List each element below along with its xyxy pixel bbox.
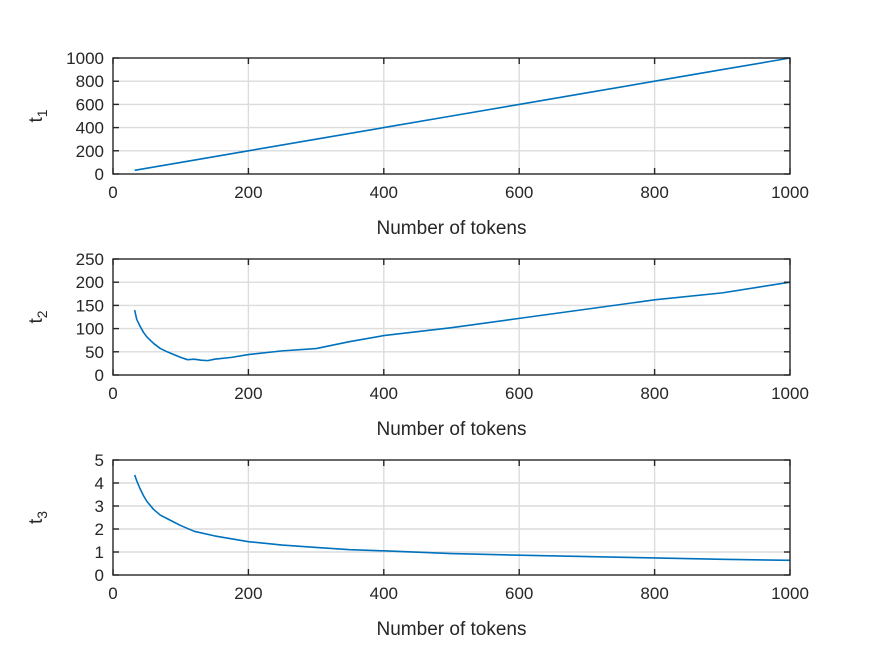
y-tick-label: 250: [76, 250, 104, 269]
x-tick-label: 400: [370, 384, 398, 403]
y-tick-label: 0: [95, 566, 104, 585]
y-tick-label: 1000: [66, 49, 104, 68]
y-tick-label: 600: [76, 95, 104, 114]
subplot-3: 0 200 400 600 800 1000 0 1 2 3 4 5 Number of tokens t…: [26, 451, 809, 640]
x-axis-label: Number of tokens: [377, 218, 527, 239]
series-line-3: [133, 474, 791, 562]
y-tick-label: 3: [95, 497, 104, 516]
axes-box: [112, 258, 791, 376]
y-tick-label: 200: [76, 273, 104, 292]
x-tick-label: 1000: [771, 183, 809, 202]
y-tick-label: 2: [95, 520, 104, 539]
subplot-1: 0 200 400 600 800 1000 0 200 400 600 800 1000 Number…: [26, 49, 809, 239]
x-tick-label: 1000: [771, 584, 809, 603]
x-tick-label: 600: [505, 183, 533, 202]
y-tick-label: 5: [95, 451, 104, 470]
series-line-2: [133, 281, 791, 362]
x-axis-label: Number of tokens: [377, 419, 527, 440]
y-tick-label: 50: [85, 343, 104, 362]
axes-box: [112, 57, 791, 175]
y-tick-label: 800: [76, 72, 104, 91]
y-tick-label: 100: [76, 320, 104, 339]
x-tick-label: 0: [108, 584, 117, 603]
x-tick-label: 600: [505, 584, 533, 603]
x-tick-label: 800: [640, 384, 668, 403]
x-tick-label: 200: [234, 384, 262, 403]
y-tick-label: 400: [76, 119, 104, 138]
y-tick-label: 150: [76, 296, 104, 315]
x-tick-label: 800: [640, 584, 668, 603]
y-axis-label: t2: [26, 310, 50, 323]
y-tick-label: 4: [95, 474, 104, 493]
series-line-1: [134, 57, 791, 172]
x-tick-label: 400: [370, 183, 398, 202]
x-tick-label: 800: [640, 183, 668, 202]
x-tick-label: 0: [108, 183, 117, 202]
x-tick-label: 600: [505, 384, 533, 403]
y-tick-label: 200: [76, 142, 104, 161]
axes-box: [112, 459, 791, 576]
x-tick-label: 0: [108, 384, 117, 403]
x-tick-label: 200: [234, 183, 262, 202]
y-tick-label: 0: [95, 165, 104, 184]
y-axis-label: t3: [26, 511, 50, 524]
subplot-2: 0 200 400 600 800 1000 0 50 100 150 200 250 Number o…: [26, 250, 809, 440]
x-tick-label: 200: [234, 584, 262, 603]
x-tick-label: 1000: [771, 384, 809, 403]
y-tick-label: 1: [95, 543, 104, 562]
y-tick-label: 0: [95, 366, 104, 385]
y-axis-label: t1: [26, 109, 50, 122]
x-axis-label: Number of tokens: [377, 619, 527, 640]
x-tick-label: 400: [370, 584, 398, 603]
